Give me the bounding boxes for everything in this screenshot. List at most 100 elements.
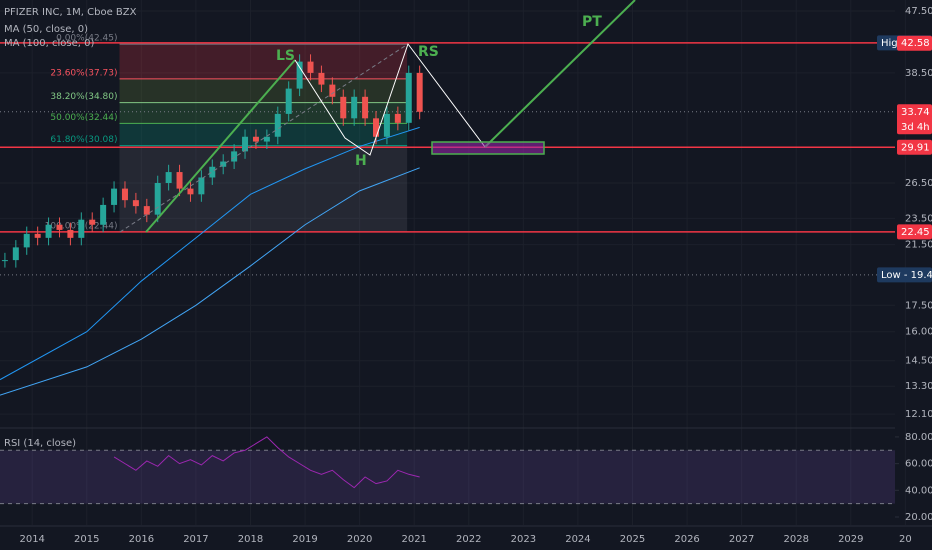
fib-zone (119, 44, 408, 79)
rsi-tick-label: 80.00 (905, 432, 932, 443)
fibonacci: 0.00%(42.45) 23.60%(37.73) 38.20%(34.80) 50… (45, 34, 408, 233)
candle (176, 172, 183, 189)
rsi-line (113, 436, 420, 489)
y-tick-label: 14.50 (905, 356, 932, 367)
candle (89, 219, 96, 225)
y-tick-label: 17.50 (905, 300, 932, 311)
moving-average (0, 167, 420, 396)
annotation: LS (276, 48, 295, 64)
y-tick-label: 38.50 (905, 68, 932, 79)
y-tick-label: 13.30 (905, 381, 932, 392)
rsi-title: RSI (14, close) (4, 438, 76, 449)
x-tick-label: 2014 (19, 534, 44, 545)
candle (274, 113, 281, 137)
candle (111, 188, 118, 205)
candle (263, 136, 270, 142)
candle (231, 151, 238, 162)
rsi-tick-label: 60.00 (905, 459, 932, 470)
x-tick-label: 20 (899, 534, 912, 545)
x-tick-label: 2026 (674, 534, 699, 545)
candle (23, 233, 30, 248)
x-tick-label: 2024 (565, 534, 590, 545)
candle (1, 260, 8, 262)
candle (67, 229, 74, 238)
price-badge-label: 29.91 (901, 142, 930, 153)
candle (318, 72, 325, 85)
candle (154, 182, 161, 215)
candle (362, 96, 369, 119)
candle (351, 96, 358, 119)
candle (416, 72, 423, 112)
candle (100, 204, 107, 225)
x-tick-label: 2015 (74, 534, 99, 545)
x-tick-label: 2023 (511, 534, 536, 545)
candle (252, 136, 259, 142)
x-tick-label: 2028 (783, 534, 808, 545)
candle (329, 84, 336, 97)
rsi-tick-label: 20.00 (905, 512, 932, 523)
fib-label: 61.80%(30.08) (50, 135, 117, 145)
price-badge-label: Low - 19.40 (881, 270, 932, 281)
candle (45, 224, 52, 238)
fib-label: 50.00%(32.44) (50, 113, 117, 123)
x-tick-label: 2022 (456, 534, 481, 545)
candle (383, 113, 390, 137)
fib-label: 38.20%(34.80) (50, 92, 117, 102)
y-tick-label: 12.10 (905, 409, 932, 420)
green-leg (145, 59, 296, 233)
price-badge (897, 224, 932, 240)
candle (394, 113, 401, 123)
pattern-line (294, 42, 486, 156)
legend-ma: MA (100, close, 0) (4, 38, 94, 49)
candle (12, 247, 19, 261)
price-badge (877, 267, 932, 283)
price-badge-label: 33.74 (901, 107, 930, 118)
price-badge-label: 22.45 (901, 227, 930, 238)
annotation: RS (418, 44, 439, 60)
y-tick-label: 16.00 (905, 327, 932, 338)
candle (143, 206, 150, 215)
fib-label: 23.60%(37.73) (50, 68, 117, 78)
y-tick-label: 47.50 (905, 6, 932, 17)
legend-title: PFIZER INC, 1M, Cboe BZX (4, 7, 137, 18)
candle (242, 136, 249, 152)
candle (78, 219, 85, 238)
grid (895, 436, 899, 518)
fib-zone (119, 102, 408, 124)
candle (285, 88, 292, 114)
price-badge (897, 139, 932, 155)
candle (340, 96, 347, 119)
candle (121, 188, 128, 201)
annotation: PT (582, 14, 602, 30)
x-tick-label: 2017 (183, 534, 208, 545)
candle (405, 72, 412, 123)
rsi-tick-label: 40.00 (905, 485, 932, 496)
x-tick-label: 2025 (620, 534, 645, 545)
candle (209, 166, 216, 178)
y-tick-label: 21.50 (905, 240, 932, 251)
candle (34, 233, 41, 238)
fib-label: 0.00%(42.45) (56, 34, 117, 44)
candle (187, 188, 194, 195)
moving-average (0, 126, 420, 381)
target-box (431, 141, 545, 155)
candle (220, 161, 227, 167)
fib-trend (119, 43, 409, 233)
candle (373, 118, 380, 137)
target-line (484, 0, 636, 148)
x-tick-label: 2021 (401, 534, 426, 545)
candle (56, 224, 63, 230)
y-tick-label: 23.50 (905, 213, 932, 224)
rsi-band (0, 450, 895, 504)
candle (296, 61, 303, 89)
annotation: H (355, 153, 367, 169)
candle (132, 200, 139, 207)
axis: 2014 2015 2016 2017 2018 2019 2020 2021 2022 2023… (19, 6, 932, 545)
x-tick-label: 2027 (729, 534, 754, 545)
x-tick-label: 2020 (347, 534, 372, 545)
legend-ma: MA (50, close, 0) (4, 24, 88, 35)
fib-zone (119, 123, 408, 146)
x-tick-label: 2019 (292, 534, 317, 545)
